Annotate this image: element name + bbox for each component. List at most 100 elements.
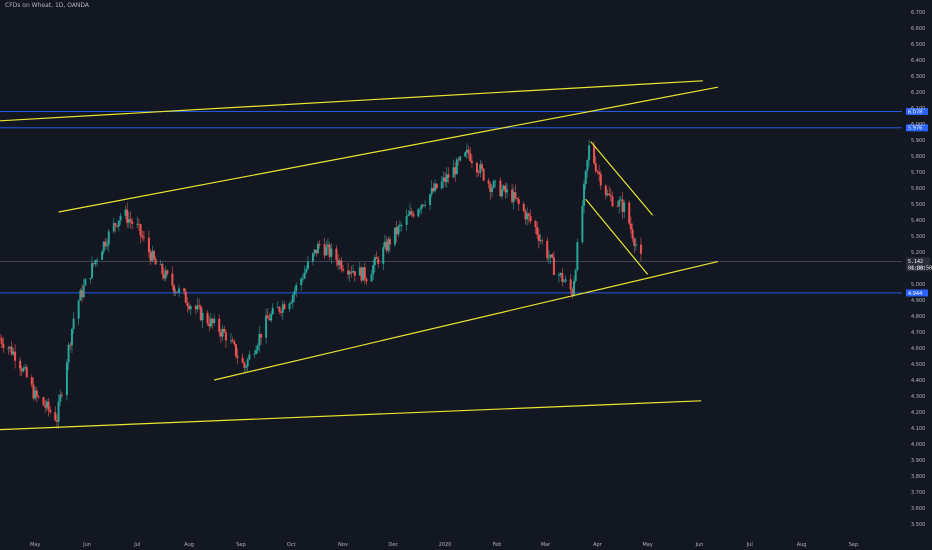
- trendline[interactable]: [0, 80, 703, 122]
- x-tick-label: Nov: [338, 542, 348, 548]
- y-tick-label: 3.600: [911, 506, 925, 512]
- trendline[interactable]: [0, 400, 702, 431]
- candle-body: [236, 356, 239, 358]
- candle-body: [564, 279, 567, 282]
- candle-body: [141, 235, 144, 238]
- y-tick-label: 6.200: [911, 90, 925, 96]
- trendline[interactable]: [585, 198, 649, 275]
- trendline[interactable]: [590, 141, 654, 216]
- candle-body: [283, 304, 286, 310]
- candle-body: [639, 244, 642, 254]
- x-tick-label: Sep: [849, 542, 858, 548]
- candle-body: [280, 311, 283, 313]
- candle-body: [606, 193, 609, 196]
- candle-body: [598, 171, 601, 174]
- candle-body: [440, 181, 443, 189]
- candle-body: [189, 306, 192, 310]
- candle-body: [409, 211, 411, 215]
- candle-body: [477, 172, 480, 174]
- y-tick-label: 4.400: [911, 378, 925, 384]
- candle-body: [81, 290, 83, 297]
- candle-body: [338, 260, 341, 266]
- candle-body: [164, 270, 167, 279]
- candle-body: [447, 174, 450, 178]
- candle-body: [0, 338, 3, 344]
- x-tick-label: Feb: [493, 542, 502, 548]
- candle-body: [127, 219, 130, 223]
- candle-body: [581, 205, 584, 243]
- candle-body: [412, 213, 415, 217]
- candle-body: [57, 401, 60, 422]
- y-tick-label: 4.500: [911, 362, 925, 368]
- y-tick-label: 5.600: [911, 186, 925, 192]
- candle-body: [290, 302, 293, 304]
- y-tick-label: 5.400: [911, 218, 925, 224]
- candle-body: [516, 198, 519, 200]
- candle-body: [173, 285, 176, 293]
- candle-body: [253, 353, 256, 355]
- candle-body: [604, 185, 607, 196]
- candle-body: [419, 208, 422, 210]
- x-tick-label: Jun: [695, 542, 704, 548]
- candle-body: [313, 249, 316, 254]
- y-tick-label: 6.600: [911, 26, 925, 32]
- time-axis[interactable]: May Jun Jul Aug Sep Oct Nov Dec 2020 Feb Mar Apr May…: [30, 542, 858, 548]
- candle-body: [422, 204, 425, 206]
- candle-body: [221, 328, 224, 337]
- candle-body: [480, 164, 483, 169]
- candle-body: [594, 163, 597, 172]
- trendline[interactable]: [214, 261, 719, 381]
- candle-body: [305, 268, 308, 273]
- candle-body: [276, 306, 279, 308]
- candle-body: [546, 240, 549, 259]
- candle-body: [176, 291, 179, 293]
- price-axis[interactable]: 6.700 6.600 6.500 6.400 6.300 6.200 6.100 6.000…: [911, 10, 925, 528]
- candle-body: [245, 366, 247, 368]
- candle-body: [323, 244, 326, 256]
- candle-body: [256, 345, 259, 351]
- candle-body: [206, 312, 209, 324]
- candle-body: [174, 291, 177, 293]
- candle-body: [201, 312, 204, 321]
- candle-body: [365, 279, 368, 282]
- candle-body: [107, 231, 110, 245]
- x-tick-label: Jul: [746, 542, 753, 548]
- candle-body: [318, 243, 321, 245]
- candle-body: [139, 224, 142, 236]
- candle-body: [526, 213, 529, 220]
- candle-body: [59, 394, 62, 402]
- candle-body: [106, 244, 109, 247]
- y-tick-label: 4.900: [911, 298, 925, 304]
- candle-body: [487, 180, 490, 184]
- candle-body: [25, 367, 28, 378]
- candle-body: [370, 274, 373, 282]
- candle-body: [34, 390, 37, 399]
- candle-body: [255, 350, 258, 354]
- trendline[interactable]: [58, 86, 719, 213]
- candle-body: [337, 260, 340, 266]
- candle-body: [424, 205, 427, 206]
- x-tick-label: May: [642, 542, 652, 548]
- trendlines[interactable]: [0, 80, 719, 431]
- candle-body: [609, 195, 612, 197]
- candle-body: [44, 405, 47, 408]
- candle-body: [178, 288, 181, 293]
- candle-body: [114, 223, 117, 226]
- candle-body: [459, 156, 462, 161]
- candle-body: [360, 267, 363, 281]
- candle-body: [623, 202, 626, 212]
- candle-body: [348, 271, 351, 275]
- candle-body: [171, 273, 174, 286]
- candle-body: [517, 199, 520, 204]
- candle-body: [340, 260, 343, 270]
- y-tick-label: 4.100: [911, 426, 925, 432]
- candle-body: [618, 200, 621, 207]
- candle-body: [198, 305, 201, 307]
- countdown-label: 04:00:50: [908, 265, 932, 271]
- candle-body: [102, 241, 105, 252]
- candle-body: [0, 338, 1, 340]
- candle-body: [385, 241, 388, 251]
- candle-body: [84, 279, 87, 286]
